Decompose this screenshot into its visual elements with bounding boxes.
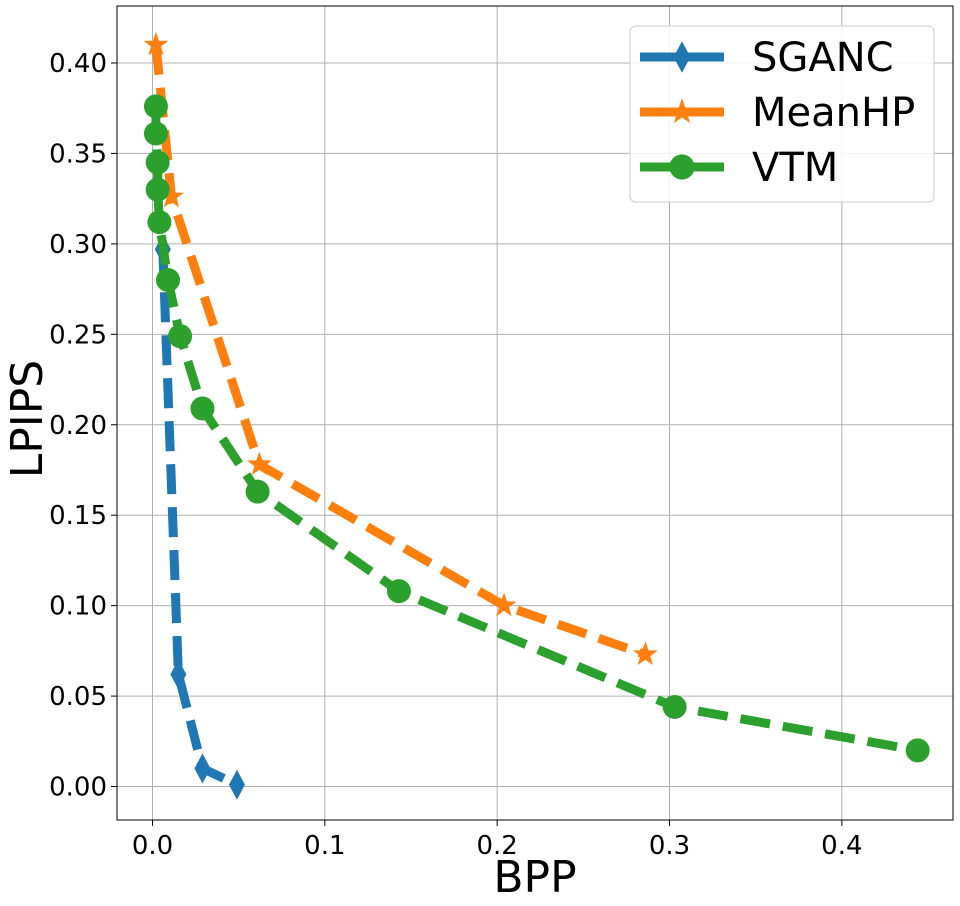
x-tick-label: 0.3 — [649, 831, 690, 861]
data-point-vtm — [145, 177, 170, 202]
x-axis-ticks: 0.0 0.1 0.2 0.3 0.4 — [132, 820, 863, 861]
data-point-vtm — [905, 738, 930, 763]
series-meanhp — [143, 31, 658, 665]
data-point-vtm — [143, 121, 168, 146]
data-point-vtm — [190, 396, 215, 421]
data-point-vtm — [245, 479, 270, 504]
data-point-meanhp — [247, 451, 272, 476]
x-tick-label: 0.1 — [304, 831, 345, 861]
legend-label: VTM — [752, 145, 838, 191]
series-vtm — [143, 94, 930, 763]
y-tick-label: 0.20 — [49, 411, 107, 441]
legend-item-meanhp: MeanHP — [640, 90, 915, 136]
data-point-sganc — [170, 659, 187, 690]
legend-marker — [673, 41, 691, 73]
legend-item-vtm: VTM — [640, 145, 838, 191]
y-axis-label: LPIPS — [2, 360, 53, 479]
legend-item-sganc: SGANC — [640, 35, 894, 81]
data-point-meanhp — [491, 592, 517, 617]
series-lines — [143, 31, 930, 800]
legend-box — [629, 25, 935, 203]
x-axis-label: BPP — [493, 852, 576, 903]
y-tick-label: 0.25 — [49, 320, 107, 350]
x-tick-label: 0.0 — [132, 831, 173, 861]
legend: SGANC MeanHP VTM — [629, 25, 935, 203]
data-point-vtm — [145, 150, 170, 175]
y-tick-label: 0.05 — [49, 682, 107, 712]
data-point-sganc — [194, 753, 211, 784]
legend-marker — [669, 98, 695, 123]
data-point-vtm — [662, 694, 687, 719]
y-axis-ticks: 0.00 0.05 0.10 0.15 0.20 0.25 0.30 0.35 0.40 — [49, 49, 117, 803]
data-point-vtm — [156, 268, 181, 293]
data-point-meanhp — [633, 641, 658, 665]
series-line-sganc — [158, 249, 239, 789]
y-tick-label: 0.30 — [49, 230, 107, 260]
data-point-vtm — [143, 94, 168, 119]
data-point-vtm — [168, 324, 193, 349]
x-tick-label: 0.2 — [476, 831, 517, 861]
legend-label: MeanHP — [752, 90, 915, 136]
legend-marker — [669, 154, 695, 180]
legend-label: SGANC — [752, 35, 894, 81]
data-point-meanhp — [143, 31, 169, 56]
y-tick-label: 0.00 — [49, 773, 107, 803]
grid — [117, 6, 953, 820]
y-tick-label: 0.10 — [49, 592, 107, 622]
y-tick-label: 0.15 — [49, 501, 107, 531]
y-tick-label: 0.40 — [49, 49, 107, 79]
data-point-vtm — [147, 210, 172, 235]
plot-frame — [116, 5, 954, 821]
x-tick-label: 0.4 — [821, 831, 862, 861]
data-point-vtm — [386, 579, 411, 604]
y-tick-label: 0.35 — [49, 139, 107, 169]
data-point-meanhp — [159, 183, 184, 208]
data-point-sganc — [228, 769, 245, 800]
